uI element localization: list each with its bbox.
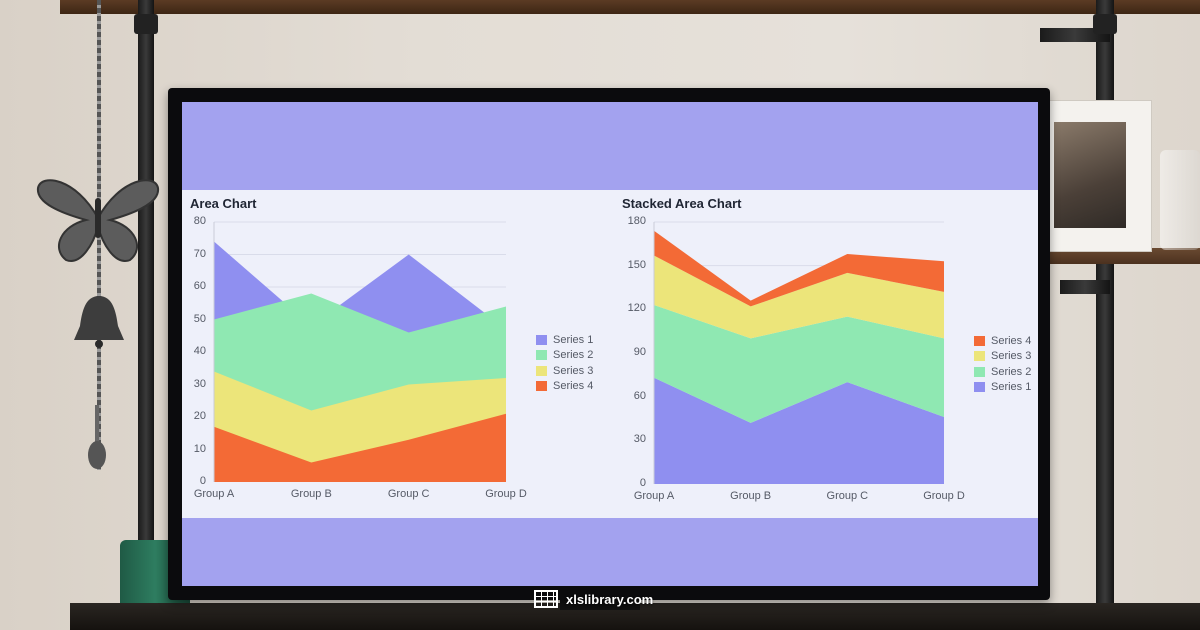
area-y-tick-label: 20 [193,410,206,422]
wooden-shelf-top [60,0,1200,14]
watermark-text: xlslibrary.com [566,591,654,607]
stacked-area-legend-label: Series 1 [991,381,1032,394]
stacked-area-x-tick-label: Group A [633,490,675,502]
area-legend-swatch [536,381,547,392]
stacked-area-series-4-area [654,230,944,307]
area-y-tick-label: 40 [193,345,206,357]
stacked-area-y-tick-label: 180 [627,215,646,227]
stacked-area-legend-item: Series 4 [974,333,1031,349]
area-legend-swatch [536,334,547,345]
stacked-area-y-tick-label: 120 [627,302,646,315]
stacked-area-legend-swatch [974,335,985,346]
glass-jar [1160,150,1200,250]
stacked-area-series-3-area [654,255,944,339]
area-x-tick-label: Group D [485,488,527,500]
chart-panel: Area Chart 0 10 20 30 40 50 60 70 80 Group A Grou… [182,190,1038,518]
area-legend-label: Series 4 [553,380,594,393]
stacked-area-legend-swatch [974,382,985,393]
butterfly-ornament-icon [36,179,160,262]
area-y-tick-label: 10 [193,442,206,455]
stacked-area-chart-title: Stacked Area Chart [622,196,742,211]
pipe-joint [134,14,158,34]
stacked-area-legend-item: Series 3 [974,349,1031,365]
stacked-area-legend-label: Series 2 [991,365,1032,378]
area-legend-label: Series 3 [553,364,594,377]
pipe-left [138,0,154,630]
area-legend-item: Series 3 [536,363,593,379]
pipe-joint [1093,14,1117,34]
area-legend-swatch [536,365,547,376]
area-y-tick-label: 70 [193,247,206,260]
area-y-tick-label: 0 [199,475,206,487]
stacked-area-x-tick-label: Group B [730,490,772,502]
stacked-area-x-tick-label: Group D [923,490,965,502]
area-y-tick-label: 50 [193,312,206,325]
stacked-area-series-2-area [654,305,944,423]
area-legend-item: Series 4 [536,379,593,395]
stacked-area-legend-label: Series 3 [991,350,1032,363]
spoon-charm-icon [88,405,106,469]
area-chart-legend: Series 1 Series 2 Series 3 Series 4 [536,332,593,394]
framed-photo [1054,122,1126,228]
television: Area Chart 0 10 20 30 40 50 60 70 80 Group A Grou… [168,88,1050,600]
area-x-tick-label: Group B [290,488,332,500]
wooden-shelf-right [1046,248,1200,264]
spreadsheet-icon [534,590,558,608]
stacked-area-legend-label: Series 4 [991,334,1032,347]
watermark: xlslibrary.com [534,588,653,610]
stacked-area-y-tick-label: 60 [633,389,646,402]
area-legend-label: Series 1 [553,333,594,346]
area-x-tick-label: Group C [387,488,430,500]
area-y-tick-label: 30 [193,377,206,390]
area-legend-swatch [536,350,547,361]
stacked-area-chart-plot [653,221,944,484]
pipe-arm-lower [1060,280,1110,294]
area-y-tick-label: 80 [193,215,206,227]
stacked-area-y-tick-label: 90 [633,346,646,358]
stacked-area-x-tick-label: Group C [826,490,869,502]
stacked-area-legend-item: Series 1 [974,380,1031,396]
stacked-area-legend-swatch [974,366,985,377]
stacked-area-y-tick-label: 30 [633,433,646,446]
area-legend-item: Series 1 [536,332,593,348]
bell-ornament-icon [74,296,124,348]
pipe-right [1096,0,1114,630]
tv-screen: Area Chart 0 10 20 30 40 50 60 70 80 Group A Grou… [182,102,1038,586]
stacked-area-series-1-area [654,377,944,484]
area-legend-item: Series 2 [536,348,593,364]
stacked-area-y-tick-label: 0 [639,477,646,489]
stacked-area-legend-item: Series 2 [974,364,1031,380]
area-y-tick-label: 60 [193,280,206,292]
stacked-area-legend-swatch [974,351,985,362]
area-legend-label: Series 2 [553,349,594,362]
area-series-4-area [214,413,506,482]
stacked-area-y-tick-label: 150 [627,258,646,271]
pipe-arm-upper [1040,28,1110,42]
area-chart-title: Area Chart [190,196,257,211]
area-x-tick-label: Group A [193,488,235,500]
stacked-area-chart-legend: Series 4 Series 3 Series 2 Series 1 [974,333,1031,395]
area-chart-plot [213,221,506,482]
